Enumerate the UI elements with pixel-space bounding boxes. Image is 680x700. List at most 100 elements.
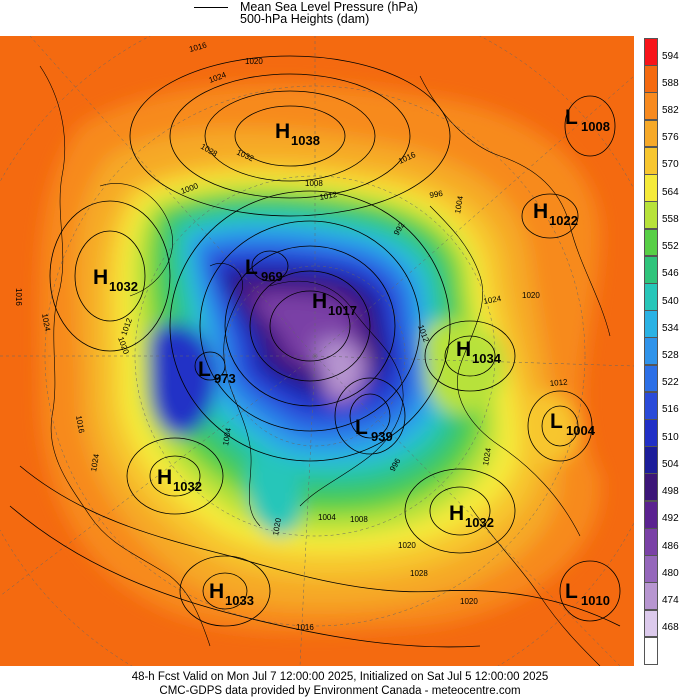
system-letter: H xyxy=(533,200,548,223)
isobar-label: 1024 xyxy=(40,313,52,333)
legend-header: Mean Sea Level Pressure (hPa) 500-hPa He… xyxy=(0,0,680,36)
system-pressure-value: 1010 xyxy=(581,593,610,608)
isobar-label: 1016 xyxy=(74,415,86,435)
system-pressure-value: 1033 xyxy=(225,593,254,608)
isobar-label: 1016 xyxy=(296,623,314,632)
system-pressure-value: 1032 xyxy=(173,479,202,494)
colorbar-swatch xyxy=(644,609,658,638)
colorbar-label: 546 xyxy=(662,268,679,280)
colorbar-label: 468 xyxy=(662,622,679,634)
footer-valid-time: 48-h Fcst Valid on Mon Jul 7 12:00:00 20… xyxy=(131,671,549,683)
colorbar-label: 558 xyxy=(662,213,679,225)
isobar-label: 1028 xyxy=(410,569,428,578)
colorbar-label: 516 xyxy=(662,404,679,416)
system-pressure-value: 1022 xyxy=(549,213,578,228)
colorbar-label: 492 xyxy=(662,513,679,525)
system-pressure-value: 1032 xyxy=(465,515,494,530)
isobar-label: 1012 xyxy=(319,190,339,202)
colorbar-swatch xyxy=(644,582,658,611)
system-letter: H xyxy=(209,580,224,603)
colorbar-label: 486 xyxy=(662,540,679,552)
colorbar-swatch xyxy=(644,473,658,502)
system-pressure-value: 973 xyxy=(214,371,236,386)
band-trough-south xyxy=(246,452,302,536)
system-pressure-value: 1032 xyxy=(109,279,138,294)
isobar-label: 996 xyxy=(429,189,444,200)
footer-credit: CMC-GDPS data provided by Environment Ca… xyxy=(159,685,521,697)
legend-line-2: 500-hPa Heights (dam) xyxy=(240,12,370,26)
colorbar-swatch xyxy=(644,146,658,175)
colorbar-swatch xyxy=(644,310,658,338)
colorbar-label: 588 xyxy=(662,77,679,89)
high-pressure-center: H 1033 xyxy=(209,580,254,608)
isobar-label: 1004 xyxy=(453,195,465,215)
colorbar-swatch xyxy=(644,419,658,447)
band-474 xyxy=(322,343,360,395)
colorbar-swatch xyxy=(644,391,658,420)
high-pressure-center: H 1017 xyxy=(312,290,357,318)
high-pressure-center: H 1032 xyxy=(157,466,202,494)
colorbar-label: 498 xyxy=(662,486,679,498)
isobar-label: 1020 xyxy=(398,541,416,550)
graticule xyxy=(0,36,634,666)
system-letter: H xyxy=(449,502,464,525)
colorbar-swatch xyxy=(644,65,658,94)
footer: 48-h Fcst Valid on Mon Jul 7 12:00:00 20… xyxy=(0,670,680,698)
system-letter: H xyxy=(93,266,108,289)
system-pressure-value: 1008 xyxy=(581,119,610,134)
colorbar-label: 582 xyxy=(662,105,679,117)
colorbar: 594 588 582 576 570 564 558 552 546 540 534 528 522 5… xyxy=(644,38,680,665)
isobar-label: 1020 xyxy=(271,517,283,537)
colorbar-swatch xyxy=(644,201,658,230)
low-pressure-center: L 1004 xyxy=(550,410,596,438)
colorbar-label: 576 xyxy=(662,132,679,144)
high-pressure-center: H 1022 xyxy=(533,200,578,228)
weather-map: 1016 1020 1024 1028 1032 1016 1012 1008 1000 996 9… xyxy=(0,36,634,666)
colorbar-swatch xyxy=(644,364,658,393)
isobar-label: 1016 xyxy=(14,288,23,306)
colorbar-swatch xyxy=(644,282,658,311)
high-pressure-center: H 1034 xyxy=(456,338,502,366)
colorbar-swatch xyxy=(644,446,658,475)
low-pressure-center: L 969 xyxy=(245,256,283,284)
system-pressure-value: 1017 xyxy=(328,303,357,318)
colorbar-swatch xyxy=(644,174,658,202)
colorbar-label: 534 xyxy=(662,322,679,334)
system-pressure-value: 1034 xyxy=(472,351,502,366)
high-pressure-center: H 1038 xyxy=(275,120,320,148)
colorbar-swatch xyxy=(644,555,658,583)
system-pressure-value: 1038 xyxy=(291,133,320,148)
low-pressure-center: L 1010 xyxy=(565,580,610,608)
coastlines xyxy=(39,65,611,666)
system-pressure-value: 939 xyxy=(371,429,393,444)
system-letter: L xyxy=(355,416,368,439)
colorbar-label: 552 xyxy=(662,241,679,253)
colorbar-swatch xyxy=(644,119,658,148)
low-pressure-center: L 939 xyxy=(355,416,393,444)
isobar-label: 1020 xyxy=(460,597,478,606)
band-low-east xyxy=(522,393,579,464)
isobar-label: 1008 xyxy=(305,179,323,188)
colorbar-swatch xyxy=(644,527,658,556)
isobar-label: 1024 xyxy=(481,447,493,467)
system-pressure-value: 1004 xyxy=(566,423,596,438)
low-pressure-center: L 973 xyxy=(198,358,236,386)
isobar-label: 1024 xyxy=(89,453,101,473)
colorbar-swatch xyxy=(644,92,658,121)
system-pressure-value: 969 xyxy=(261,269,283,284)
colorbar-label: 510 xyxy=(662,431,679,443)
colorbar-label: 564 xyxy=(662,186,679,198)
isobar-label: 1020 xyxy=(245,57,263,66)
colorbar-label: 480 xyxy=(662,567,679,579)
system-letter: H xyxy=(312,290,327,313)
high-pressure-center: H 1032 xyxy=(449,502,494,530)
colorbar-swatch xyxy=(644,255,658,284)
low-pressure-center: L 1008 xyxy=(565,106,610,134)
system-letter: L xyxy=(565,106,578,129)
colorbar-label: 528 xyxy=(662,350,679,361)
system-letter: L xyxy=(198,358,211,381)
colorbar-swatch xyxy=(644,636,658,665)
system-letter: H xyxy=(275,120,290,143)
